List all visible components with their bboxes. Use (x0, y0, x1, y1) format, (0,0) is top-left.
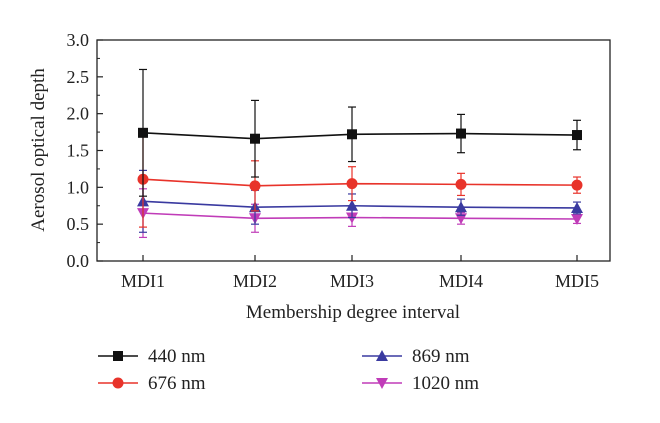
y-axis: 0.0 0.5 1.0 1.5 2.0 2.5 3.0 (67, 30, 103, 271)
x-tick-label: MDI2 (233, 271, 277, 291)
data-point (138, 127, 148, 138)
series-2 (137, 169, 583, 233)
y-tick-label: 3.0 (67, 30, 90, 50)
legend-label: 1020 nm (412, 373, 479, 394)
legend-item: 676 nm (98, 373, 206, 394)
x-tick-label: MDI1 (121, 271, 165, 291)
data-point (346, 199, 358, 211)
data-point (571, 201, 583, 213)
x-tick-label: MDI3 (330, 271, 374, 291)
y-tick-label: 0.5 (67, 214, 90, 234)
series-3 (137, 188, 583, 239)
data-point (455, 201, 467, 213)
series-line (142, 178, 578, 187)
data-point (250, 133, 260, 144)
data-point (347, 129, 357, 140)
y-tick-label: 1.0 (67, 177, 90, 197)
data-point (572, 130, 582, 141)
plot-frame (96, 39, 611, 262)
legend-marker (376, 350, 388, 361)
legend-label: 869 nm (412, 346, 470, 367)
x-tick-label: MDI5 (555, 271, 599, 291)
y-axis-title: Aerosol optical depth (28, 68, 49, 232)
data-point (249, 180, 261, 192)
series-layer (137, 68, 583, 239)
y-tick-label: 2.0 (67, 104, 90, 124)
data-point (455, 213, 467, 225)
legend-item: 1020 nm (362, 373, 479, 394)
legend-item: 440 nm (98, 346, 206, 367)
data-point (456, 128, 466, 139)
legend-marker (112, 377, 124, 389)
data-point (571, 214, 583, 226)
y-tick-label: 0.0 (67, 251, 90, 271)
data-point (571, 179, 583, 191)
series-line (142, 132, 578, 140)
legend-label: 676 nm (148, 373, 206, 394)
y-tick-label: 2.5 (67, 67, 90, 87)
series-line (142, 212, 578, 220)
legend-item: 869 nm (362, 346, 470, 367)
x-axis-title: Membership degree interval (246, 302, 460, 323)
x-axis: MDI1 MDI2 MDI3 MDI4 MDI5 (121, 255, 599, 291)
series-0 (138, 68, 582, 197)
legend-label: 440 nm (148, 346, 206, 367)
legend-marker (113, 351, 123, 361)
legend: 440 nm 676 nm 869 nm 1020 nm (98, 346, 479, 394)
data-point (346, 178, 358, 190)
series-line (142, 200, 578, 209)
series-1 (137, 130, 583, 228)
x-tick-label: MDI4 (439, 271, 483, 291)
data-point (455, 178, 467, 190)
y-tick-label: 1.5 (67, 141, 90, 161)
legend-marker (376, 378, 388, 389)
